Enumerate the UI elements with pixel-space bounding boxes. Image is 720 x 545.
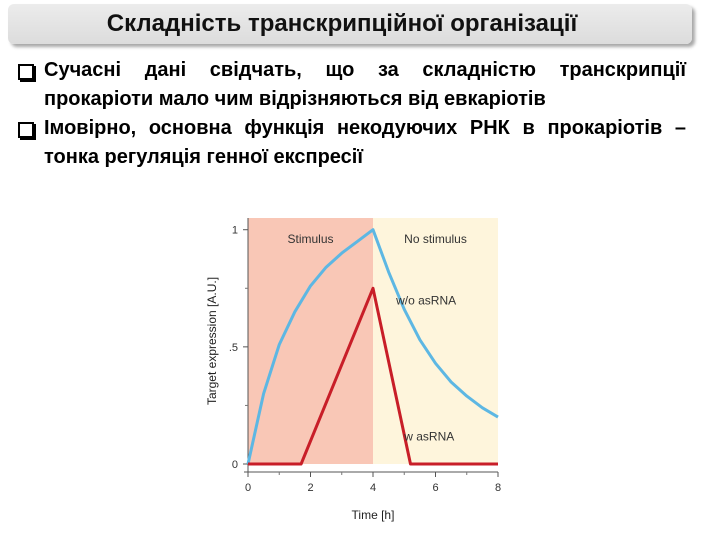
- x-axis-title: Time [h]: [352, 508, 395, 522]
- slide-title: Складність транскрипційної організації: [106, 10, 578, 37]
- series-line: [246, 228, 499, 465]
- checkbox-bullet-icon: [18, 64, 34, 80]
- x-tick-label: 2: [307, 482, 313, 494]
- expression-chart: Stimulus No stimulus 0 .5 1 0 2 4 6 8 Time [h] Targ…: [200, 210, 520, 540]
- slide-title-bar: Складність транскрипційної організації: [8, 4, 692, 44]
- region-label: Stimulus: [287, 232, 333, 246]
- y-tick-label: .5: [229, 342, 238, 354]
- x-tick-label: 8: [495, 482, 501, 494]
- series-label: w/o asRNA: [395, 294, 456, 308]
- x-tick-label: 0: [245, 482, 251, 494]
- y-axis-title: Target expression [A.U.]: [205, 277, 219, 405]
- region-band: [373, 218, 498, 464]
- chart-svg: Stimulus No stimulus 0 .5 1 0 2 4 6 8 Time [h] Targ…: [205, 218, 501, 522]
- series-label: w asRNA: [403, 430, 454, 444]
- x-tick-label: 6: [432, 482, 438, 494]
- bullet-text: Імовірно, основна функція некодуючих РНК…: [44, 117, 686, 168]
- region-band: [248, 218, 373, 464]
- bullet-text: Сучасні дані свідчать, що за складністю …: [44, 59, 686, 110]
- y-tick-label: 0: [232, 459, 238, 471]
- x-tick-label: 4: [370, 482, 376, 494]
- bullet-item: Імовірно, основна функція некодуючих РНК…: [18, 114, 686, 172]
- y-tick-label: 1: [232, 225, 238, 237]
- bullet-item: Сучасні дані свідчать, що за складністю …: [18, 56, 686, 114]
- series-line: [248, 286, 498, 466]
- checkbox-bullet-icon: [18, 122, 34, 138]
- bullet-list: Сучасні дані свідчать, що за складністю …: [18, 56, 686, 172]
- region-label: No stimulus: [404, 232, 467, 246]
